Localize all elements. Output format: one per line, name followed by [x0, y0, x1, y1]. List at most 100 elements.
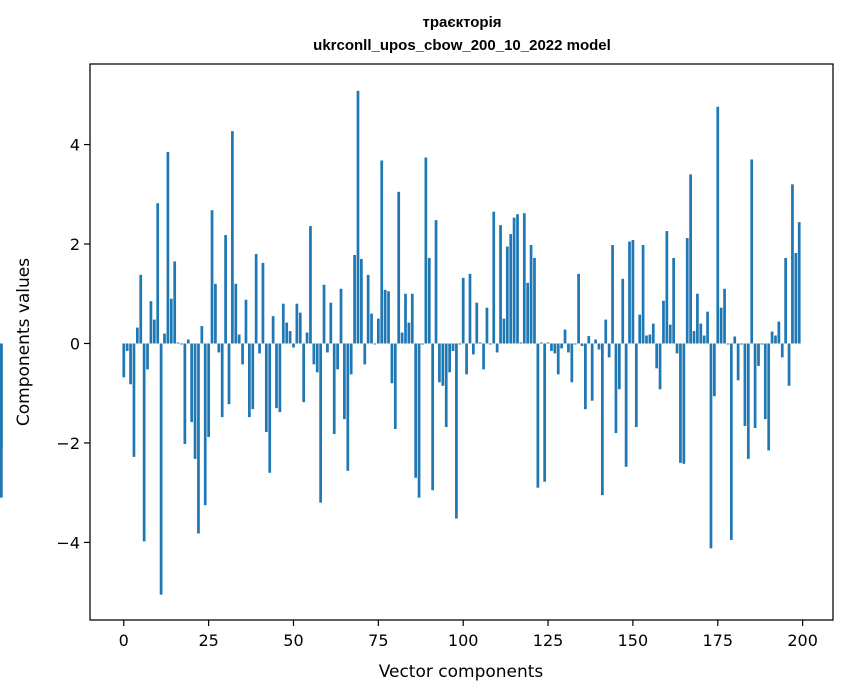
bar-158: [658, 343, 662, 390]
bar-129: [560, 343, 563, 349]
chart-title-line-2: ukrconll_upos_cbow_200_10_2022 model: [313, 37, 611, 54]
bar-109: [492, 211, 496, 344]
bar-14: [169, 298, 173, 344]
y-tick-label: −2: [56, 434, 80, 453]
bar-120: [529, 245, 533, 344]
bar-69: [356, 90, 360, 344]
bar-112: [502, 318, 506, 344]
bar-75: [376, 318, 380, 344]
bar-38: [251, 343, 255, 410]
bar-164: [679, 343, 682, 463]
bar-37: [248, 343, 251, 418]
bar-117: [519, 342, 523, 344]
bar-106: [482, 343, 485, 370]
bar-19: [186, 339, 190, 344]
bar-23: [200, 326, 204, 344]
bar-78: [387, 291, 390, 344]
bar-36: [244, 299, 248, 344]
bar-94: [441, 343, 445, 386]
bar-63: [336, 343, 339, 370]
bar-107: [485, 307, 489, 344]
bar-140: [597, 343, 601, 350]
y-tick-label: 2: [70, 235, 80, 254]
bar-105: [478, 342, 482, 344]
bar-13: [166, 152, 170, 344]
bar-18: [183, 343, 187, 444]
bar-2: [129, 343, 132, 385]
bar-33: [234, 283, 238, 344]
bar-195: [784, 257, 788, 344]
bar-190: [767, 343, 771, 451]
bar-186: [753, 343, 757, 429]
bar-148: [624, 343, 628, 467]
bar-66: [346, 343, 350, 471]
bar-27: [214, 283, 217, 344]
bar-114: [509, 234, 513, 344]
bar-17: [180, 343, 183, 345]
bar-52: [298, 312, 302, 344]
bar-128: [556, 343, 560, 375]
x-tick-label: 50: [283, 631, 303, 650]
bar-110: [495, 343, 499, 353]
bars: [0, 90, 801, 595]
y-tick-label: −4: [56, 533, 80, 552]
bar-96: [448, 343, 451, 373]
bar-162: [672, 257, 675, 344]
bar-0: [122, 343, 126, 378]
bar-184: [746, 343, 750, 459]
bar-111: [499, 225, 502, 344]
bar-7: [146, 343, 149, 370]
bar-92: [434, 220, 438, 344]
bar-35: [241, 343, 244, 365]
bar-83: [404, 293, 407, 344]
bar-185: [750, 159, 754, 344]
bar-103: [472, 343, 475, 355]
bar-133: [573, 343, 577, 345]
bar-12: [163, 333, 166, 344]
bar-97: [451, 343, 455, 351]
bar-122: [536, 343, 540, 488]
bar-151: [634, 343, 638, 428]
bar-25: [207, 343, 210, 437]
bar-4: [135, 327, 139, 344]
bar-163: [675, 343, 679, 354]
bar-182: [740, 343, 743, 345]
bar-170: [699, 323, 703, 344]
bar-84: [407, 322, 411, 344]
bar-26: [210, 210, 214, 344]
x-tick-label: 0: [119, 631, 129, 650]
bar-70: [360, 258, 363, 344]
bar-153: [641, 245, 645, 344]
bar-15: [173, 261, 177, 344]
bar-181: [736, 343, 740, 381]
bar-77: [383, 289, 387, 344]
bar-165: [682, 343, 686, 464]
bar-51: [295, 303, 299, 344]
bar-113: [505, 246, 509, 344]
bar-159: [662, 300, 665, 344]
bar-147: [621, 278, 625, 344]
y-axis-ticks: −4 −2 0 2 4: [56, 136, 90, 552]
bar-42: [264, 343, 268, 433]
bar-95: [444, 343, 448, 428]
bar-175: [716, 106, 720, 344]
bar-125: [546, 342, 550, 344]
bar-173: [709, 343, 713, 549]
bar-10: [156, 203, 160, 344]
bar-48: [285, 322, 289, 344]
bar-189: [763, 343, 767, 420]
bar-198: [794, 252, 798, 344]
bar-57: [315, 343, 319, 373]
bar-115: [512, 217, 516, 344]
bar-160: [665, 231, 669, 344]
bar-124: [543, 343, 547, 482]
y-axis-label: Components values: [14, 258, 34, 426]
bar-72: [366, 274, 370, 344]
bar-1: [125, 343, 129, 351]
bar-91: [431, 343, 435, 491]
bar-178: [726, 343, 730, 345]
plot-frame: [89, 63, 834, 621]
bar-192: [774, 335, 777, 344]
y-tick-label: 0: [70, 334, 80, 353]
